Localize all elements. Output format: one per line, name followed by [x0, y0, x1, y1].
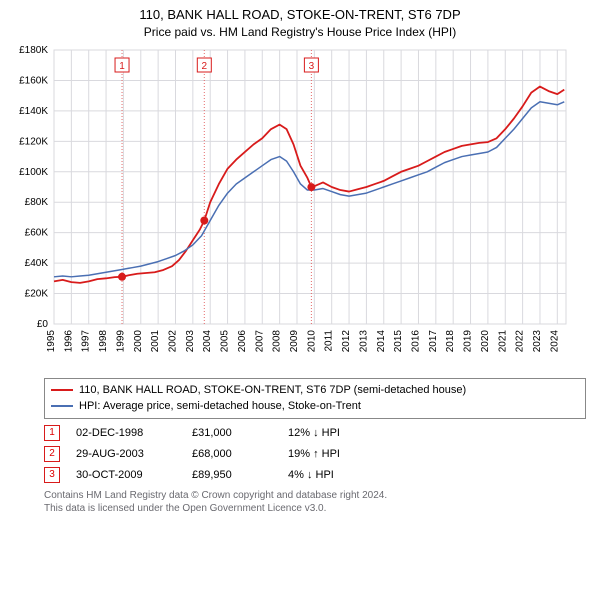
svg-text:£40K: £40K — [25, 258, 49, 269]
svg-text:1998: 1998 — [98, 329, 109, 352]
title-line-1: 110, BANK HALL ROAD, STOKE-ON-TRENT, ST6… — [10, 6, 590, 24]
svg-text:2007: 2007 — [254, 329, 265, 352]
svg-text:2018: 2018 — [445, 329, 456, 352]
svg-text:1997: 1997 — [81, 329, 92, 352]
legend-label: HPI: Average price, semi-detached house,… — [79, 398, 361, 415]
svg-text:1995: 1995 — [46, 329, 57, 352]
sale-marker-number: 1 — [44, 425, 60, 441]
svg-text:2020: 2020 — [480, 329, 491, 352]
svg-text:2009: 2009 — [289, 329, 300, 352]
svg-text:£120K: £120K — [19, 136, 48, 147]
svg-text:1996: 1996 — [63, 329, 74, 352]
svg-text:2022: 2022 — [515, 329, 526, 352]
legend-swatch — [51, 389, 73, 391]
sale-date: 02-DEC-1998 — [76, 427, 176, 439]
svg-text:3: 3 — [309, 61, 315, 72]
sale-hpi-diff: 19% ↑ HPI — [288, 448, 378, 460]
svg-text:2015: 2015 — [393, 329, 404, 352]
svg-text:£160K: £160K — [19, 75, 48, 86]
svg-text:2010: 2010 — [306, 329, 317, 352]
legend-item: 110, BANK HALL ROAD, STOKE-ON-TRENT, ST6… — [51, 382, 579, 399]
sale-marker-number: 3 — [44, 467, 60, 483]
svg-text:£140K: £140K — [19, 106, 48, 117]
line-chart: £0 £20K £40K £60K £80K £100K £120K £140K £160K £1… — [10, 44, 570, 374]
svg-text:1: 1 — [119, 61, 125, 72]
legend-swatch — [51, 405, 73, 407]
svg-text:£100K: £100K — [19, 167, 48, 178]
svg-text:2001: 2001 — [150, 329, 161, 352]
svg-text:£20K: £20K — [25, 288, 49, 299]
sale-row: 2 29-AUG-2003 £68,000 19% ↑ HPI — [44, 446, 586, 462]
svg-text:2016: 2016 — [410, 329, 421, 352]
svg-text:£80K: £80K — [25, 197, 49, 208]
svg-text:2012: 2012 — [341, 329, 352, 352]
svg-text:2019: 2019 — [463, 329, 474, 352]
sales-list: 1 02-DEC-1998 £31,000 12% ↓ HPI 2 29-AUG-2003… — [44, 425, 586, 483]
legend: 110, BANK HALL ROAD, STOKE-ON-TRENT, ST6… — [44, 378, 586, 419]
sale-price: £89,950 — [192, 469, 272, 481]
svg-text:2011: 2011 — [324, 329, 335, 351]
svg-text:2014: 2014 — [376, 329, 387, 352]
legend-label: 110, BANK HALL ROAD, STOKE-ON-TRENT, ST6… — [79, 382, 466, 399]
sale-price: £31,000 — [192, 427, 272, 439]
svg-text:2023: 2023 — [532, 329, 543, 352]
svg-text:2000: 2000 — [133, 329, 144, 352]
title-line-2: Price paid vs. HM Land Registry's House … — [10, 24, 590, 40]
sale-hpi-diff: 4% ↓ HPI — [288, 469, 378, 481]
chart-titles: 110, BANK HALL ROAD, STOKE-ON-TRENT, ST6… — [10, 6, 590, 40]
svg-text:1999: 1999 — [115, 329, 126, 352]
sale-row: 3 30-OCT-2009 £89,950 4% ↓ HPI — [44, 467, 586, 483]
svg-text:2004: 2004 — [202, 329, 213, 352]
svg-text:£180K: £180K — [19, 45, 48, 56]
sale-price: £68,000 — [192, 448, 272, 460]
attribution: Contains HM Land Registry data © Crown c… — [44, 489, 586, 516]
svg-text:2003: 2003 — [185, 329, 196, 352]
svg-text:£60K: £60K — [25, 227, 49, 238]
sale-date: 30-OCT-2009 — [76, 469, 176, 481]
svg-text:2005: 2005 — [220, 329, 231, 352]
sale-row: 1 02-DEC-1998 £31,000 12% ↓ HPI — [44, 425, 586, 441]
chart-area: £0 £20K £40K £60K £80K £100K £120K £140K £160K £1… — [10, 44, 590, 374]
svg-text:2008: 2008 — [272, 329, 283, 352]
sale-hpi-diff: 12% ↓ HPI — [288, 427, 378, 439]
legend-item: HPI: Average price, semi-detached house,… — [51, 398, 579, 415]
svg-text:2002: 2002 — [167, 329, 178, 352]
svg-text:2013: 2013 — [358, 329, 369, 352]
svg-text:2017: 2017 — [428, 329, 439, 352]
svg-text:£0: £0 — [37, 319, 49, 330]
svg-text:2: 2 — [202, 61, 208, 72]
attribution-line-2: This data is licensed under the Open Gov… — [44, 502, 586, 516]
sale-marker-number: 2 — [44, 446, 60, 462]
attribution-line-1: Contains HM Land Registry data © Crown c… — [44, 489, 586, 503]
svg-text:2006: 2006 — [237, 329, 248, 352]
sale-date: 29-AUG-2003 — [76, 448, 176, 460]
svg-text:2024: 2024 — [549, 329, 560, 352]
svg-text:2021: 2021 — [497, 329, 508, 352]
